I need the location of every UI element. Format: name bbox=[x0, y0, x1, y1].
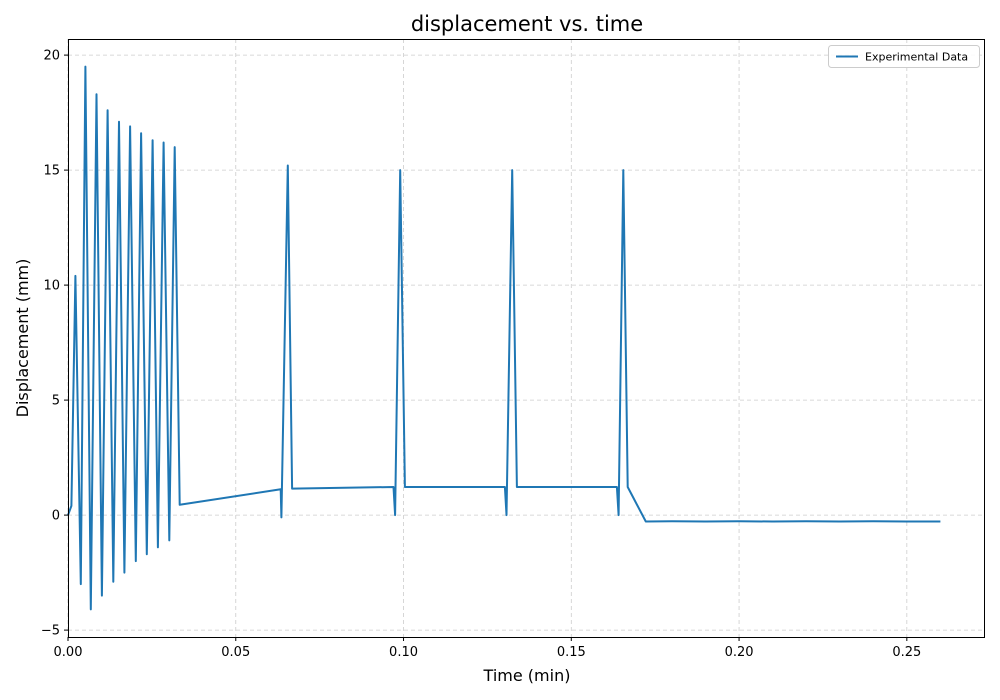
y-tick-label: 0 bbox=[52, 509, 60, 524]
x-tick-label: 0.00 bbox=[54, 645, 83, 660]
x-tick-label: 0.25 bbox=[892, 645, 921, 660]
series-line bbox=[67, 65, 941, 611]
x-axis-label: Time (min) bbox=[483, 666, 571, 685]
x-axis: 0.00 0.05 0.10 0.15 0.20 0.25 bbox=[54, 637, 921, 660]
y-axis: −5 0 5 10 15 20 bbox=[41, 49, 68, 639]
y-tick-label: −5 bbox=[41, 624, 60, 639]
legend-box bbox=[828, 45, 980, 68]
series-layer bbox=[67, 65, 941, 611]
y-tick-label: 20 bbox=[43, 49, 60, 64]
legend: Experimental Data bbox=[828, 45, 980, 68]
x-tick-label: 0.05 bbox=[221, 645, 250, 660]
grid bbox=[67, 39, 984, 637]
chart-title: displacement vs. time bbox=[411, 12, 643, 36]
y-tick-label: 5 bbox=[52, 394, 60, 409]
y-axis-label: Displacement (mm) bbox=[13, 259, 32, 418]
x-tick-label: 0.15 bbox=[557, 645, 586, 660]
y-tick-label: 15 bbox=[43, 164, 60, 179]
y-tick-label: 10 bbox=[43, 279, 60, 294]
plot-frame bbox=[68, 39, 985, 638]
x-tick-label: 0.20 bbox=[725, 645, 754, 660]
x-tick-label: 0.10 bbox=[389, 645, 418, 660]
legend-label: Experimental Data bbox=[865, 51, 968, 64]
